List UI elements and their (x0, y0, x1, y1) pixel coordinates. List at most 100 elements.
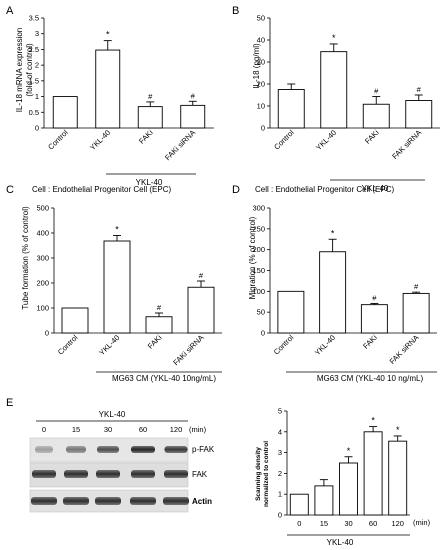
panel-d-ytick-label: 200 (252, 245, 265, 254)
panel-a-significance-mark: # (191, 91, 196, 100)
panel-e-ytick-label: 3 (278, 448, 282, 457)
panel-c-significance-mark: # (157, 303, 162, 312)
panel-b-ytick-label: 40 (257, 36, 265, 45)
panel-c-bar (61, 307, 89, 334)
band-actin (63, 497, 89, 505)
band-pfak (35, 446, 53, 453)
panel-b-bar (405, 100, 433, 129)
panel-b-bar (320, 51, 348, 129)
panel-a-bar (95, 49, 121, 129)
panel-a-category-label: Control (46, 128, 70, 152)
panel-d-bar (277, 290, 305, 334)
panel-d-significance-mark: # (414, 282, 419, 291)
panel-c: C Cell : Endothelial Progenitor Cell (EP… (6, 184, 222, 383)
band-fak (96, 470, 120, 478)
band-pfak (131, 446, 155, 453)
panel-e-category-label: 120 (391, 519, 404, 528)
panel-e-x-unit: (min) (413, 518, 431, 527)
band-fak (64, 470, 88, 478)
panel-a-bar (180, 104, 206, 129)
band-actin (95, 497, 121, 505)
blot-unit: (min) (189, 425, 207, 434)
panel-e-ytick-label: 2 (278, 469, 282, 478)
panel-a-ytick-label: 0.5 (29, 108, 39, 117)
panel-c-ytick-label: 400 (36, 229, 49, 238)
panel-b-ylabel: IL-18 (pg/ml) (252, 43, 261, 89)
panel-c-header: Cell : Endothelial Progenitor Cell (EPC) (32, 185, 172, 194)
panel-a-category-label: YKL-40 (88, 128, 112, 152)
panel-d-category-label: YKL-40 (313, 333, 337, 357)
panel-a-ytick-label: 2 (35, 61, 39, 70)
band-actin (130, 497, 156, 505)
panel-b-ytick-label: 50 (257, 14, 265, 23)
panel-letter-e: E (6, 397, 13, 409)
panel-e-ytick-label: 5 (278, 407, 282, 416)
panel-d-bar (402, 292, 430, 334)
panel-a-bar (137, 106, 163, 129)
panel-letter-c: C (6, 184, 14, 196)
panel-c-category-label: FAKi (146, 333, 164, 351)
panel-e-bar (363, 431, 383, 516)
blot-time-label: 30 (104, 425, 112, 434)
panel-letter-a: A (6, 5, 14, 17)
blot-band-label: Actin (192, 497, 212, 506)
panel-e-ylabel2: normalized to control (263, 441, 270, 507)
panel-c-ytick-label: 200 (36, 279, 49, 288)
band-pfak (97, 446, 119, 453)
panel-c-group-label: MG63 CM (YKL-40 10ng/mL) (112, 374, 216, 383)
panel-e-ytick-label: 4 (278, 427, 282, 436)
panel-b-category-label: Control (272, 128, 296, 152)
panel-d-bar (360, 304, 388, 334)
panel-e-category-label: 60 (369, 519, 377, 528)
panel-b-ytick-label: 30 (257, 58, 265, 67)
panel-a-bar (52, 96, 78, 129)
panel-b-ytick-label: 10 (257, 102, 265, 111)
panel-d-significance-mark: # (372, 293, 377, 302)
panel-e-category-label: 15 (320, 519, 328, 528)
panel-d-header: Cell : Endothelial Progenitor Cell (EPC) (255, 185, 395, 194)
panel-d-category-label: FAK siRNA (388, 333, 421, 366)
panel-b-significance-mark: * (332, 33, 336, 43)
panel-a-ytick-label: 0 (35, 124, 39, 133)
panel-e-ytick-label: 0 (278, 511, 282, 520)
panel-c-category-label: Control (56, 333, 80, 357)
panel-e-bar (289, 493, 309, 516)
band-fak (131, 470, 155, 478)
band-pfak (164, 446, 188, 453)
panel-b-group-label: YKL-40 (362, 184, 389, 193)
panel-d-ytick-label: 50 (257, 308, 265, 317)
band-fak (164, 470, 188, 478)
panel-c-ytick-label: 500 (36, 204, 49, 213)
panel-e-ylabel: Scanning density (255, 447, 262, 501)
panel-d-ytick-label: 250 (252, 224, 265, 233)
panel-letter-b: B (232, 5, 239, 17)
panel-b-ytick-label: 20 (257, 80, 265, 89)
panel-e: E YKL-40 0 15 30 60 120 (min) p-FAKFAKActin … (6, 397, 431, 547)
panel-c-category-label: YKL-40 (97, 333, 121, 357)
panel-e-group-label: YKL-40 (327, 538, 354, 547)
panel-c-significance-mark: # (199, 271, 204, 280)
panel-d-ytick-label: 300 (252, 204, 265, 213)
panel-a-ytick-label: 2.5 (29, 45, 39, 54)
panel-b-significance-mark: # (374, 87, 379, 96)
panel-c-ylabel: Tube formation (% of control) (21, 206, 30, 310)
panel-c-bar (145, 316, 173, 334)
panel-d-ytick-label: 150 (252, 266, 265, 275)
panel-a-ytick-label: 3 (35, 29, 39, 38)
panel-c-ytick-label: 0 (45, 329, 49, 338)
panel-a-ylabel: IL-18 mRNA expression (15, 28, 24, 112)
band-actin (31, 497, 57, 505)
panel-a-ylabel2: (fold of control) (25, 43, 34, 97)
panel-c-category-label: FAKi siRNA (171, 333, 205, 367)
panel-d-significance-mark: * (331, 228, 335, 238)
panel-d-group-label: MG63 CM (YKL-40 10 ng/mL) (317, 374, 424, 383)
panel-b-bar (362, 103, 390, 129)
panel-e-significance-mark: * (347, 446, 351, 456)
panel-b-ytick-label: 0 (261, 124, 265, 133)
panel-a-category-label: FAKi (137, 128, 155, 146)
panel-b-category-label: FAKi (363, 128, 381, 146)
panel-a-ytick-label: 3.5 (29, 14, 39, 23)
panel-b-significance-mark: # (417, 85, 422, 94)
panel-b: B IL-18 (pg/ml) 0 10 20 30 40 50 Control * YKL-4… (232, 5, 440, 193)
